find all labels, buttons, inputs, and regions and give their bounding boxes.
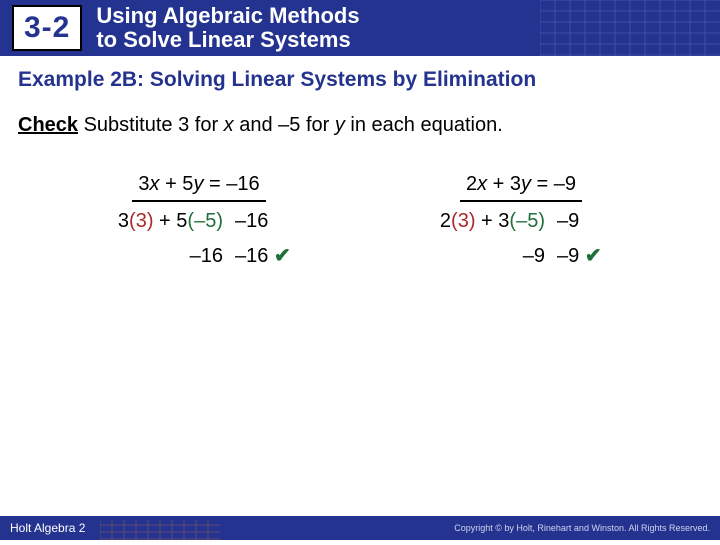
sub-right-rhs: –9 [557, 210, 617, 233]
substitution-left: 3(3) + 5(–5) –16 [103, 210, 295, 233]
equation-left: 3x + 5y = –16 [132, 173, 265, 202]
footer-copyright: Copyright © by Holt, Rinehart and Winsto… [454, 523, 710, 533]
res-right-rhs: –9 ✔ [557, 243, 617, 268]
footer-grid-decoration [100, 520, 220, 540]
res-left-lhs: –16 [103, 245, 223, 268]
header-bar: 3-2 Using Algebraic Methods to Solve Lin… [0, 0, 720, 56]
instruction-lead: Check [18, 114, 78, 136]
sub-left-lhs: 3(3) + 5(–5) [103, 210, 223, 233]
slide-content: Example 2B: Solving Linear Systems by El… [0, 56, 720, 278]
res-left-rhs: –16 ✔ [235, 243, 295, 268]
header-grid-decoration [540, 0, 720, 56]
instruction-var-y: y [335, 114, 345, 136]
result-right: –9 –9 ✔ [425, 243, 617, 268]
check-icon: ✔ [274, 245, 291, 267]
instruction-text-c: in each equation. [345, 114, 503, 136]
work-left-column: 3x + 5y = –16 3(3) + 5(–5) –16 –16 –16 ✔ [103, 173, 295, 278]
substitution-right: 2(3) + 3(–5) –9 [425, 210, 617, 233]
instruction-text-b: and –5 for [234, 114, 335, 136]
instruction-var-x: x [224, 114, 234, 136]
sub-right-lhs: 2(3) + 3(–5) [425, 210, 545, 233]
section-number-badge: 3-2 [12, 5, 82, 51]
work-right-column: 2x + 3y = –9 2(3) + 3(–5) –9 –9 –9 ✔ [425, 173, 617, 278]
section-title: Using Algebraic Methods to Solve Linear … [96, 4, 359, 52]
example-heading: Example 2B: Solving Linear Systems by El… [18, 68, 702, 92]
sub-left-rhs: –16 [235, 210, 295, 233]
section-title-line1: Using Algebraic Methods [96, 3, 359, 28]
check-icon: ✔ [585, 245, 602, 267]
work-area: 3x + 5y = –16 3(3) + 5(–5) –16 –16 –16 ✔… [18, 173, 702, 278]
res-right-lhs: –9 [425, 245, 545, 268]
section-title-line2: to Solve Linear Systems [96, 27, 350, 52]
footer-bar: Holt Algebra 2 Copyright © by Holt, Rine… [0, 516, 720, 540]
result-left: –16 –16 ✔ [103, 243, 295, 268]
equation-right: 2x + 3y = –9 [460, 173, 582, 202]
instruction-text-a: Substitute 3 for [78, 114, 224, 136]
instruction-line: Check Substitute 3 for x and –5 for y in… [18, 114, 702, 137]
footer-book-title: Holt Algebra 2 [10, 521, 85, 535]
